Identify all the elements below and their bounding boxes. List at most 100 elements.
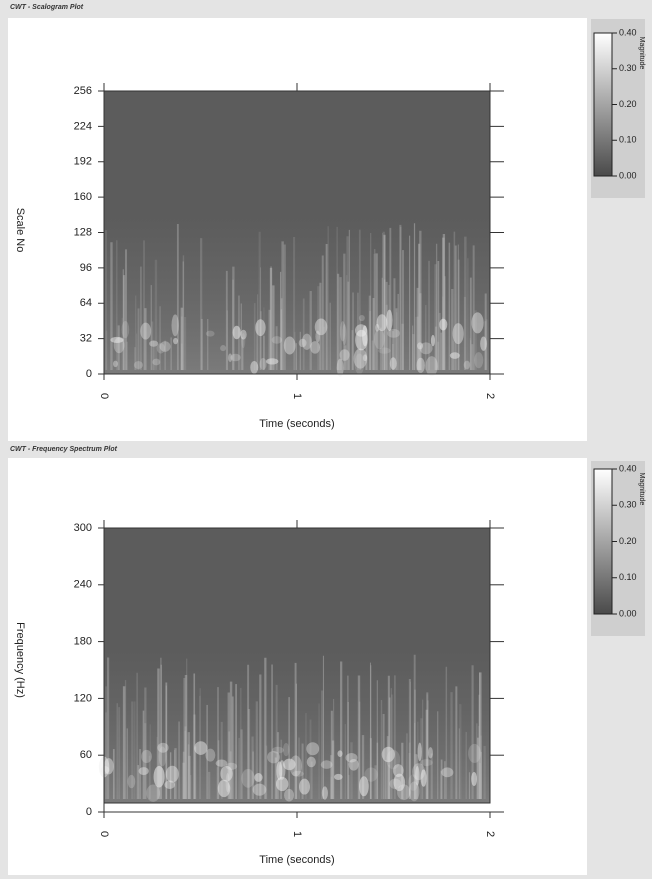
y-tick-label: 224 xyxy=(74,120,92,132)
heatmap-spot xyxy=(227,353,233,362)
heatmap-spot xyxy=(271,336,283,344)
heatmap-spot xyxy=(416,357,425,373)
colorbar-tick-label: 0.00 xyxy=(619,608,637,618)
y-tick-label: 256 xyxy=(74,85,92,97)
x-tick-label: 1 xyxy=(291,393,303,399)
heatmap-spot xyxy=(387,328,400,338)
heatmap-spot xyxy=(276,761,283,781)
y-tick-label: 128 xyxy=(74,226,92,238)
heatmap-spot xyxy=(337,750,343,757)
heatmap-spot xyxy=(386,749,401,770)
heatmap-spot xyxy=(314,318,328,336)
heatmap-spot xyxy=(282,743,290,757)
heatmap-spot xyxy=(284,788,295,802)
heatmap-spot xyxy=(320,760,333,769)
y-tick-label: 160 xyxy=(74,191,92,203)
heatmap-spot xyxy=(359,776,369,797)
heatmap-spot xyxy=(271,746,284,754)
heatmap-spot xyxy=(283,336,296,355)
y-tick-label: 60 xyxy=(80,749,92,761)
heatmap-spot xyxy=(306,742,320,756)
heatmap-spot xyxy=(393,773,406,792)
heatmap-spot xyxy=(283,758,296,771)
heatmap-spot xyxy=(171,314,179,337)
heatmap-spot xyxy=(354,353,365,375)
colorbar-tick-label: 0.30 xyxy=(619,500,637,510)
y-tick-label: 192 xyxy=(74,156,92,168)
heatmap-spot xyxy=(471,771,478,787)
heatmap-spot xyxy=(310,341,321,354)
heatmap-spot xyxy=(259,357,267,370)
y-tick-label: 0 xyxy=(86,806,92,818)
heatmap-spot xyxy=(468,743,481,763)
heatmap-spot xyxy=(173,337,179,345)
heatmap-spot xyxy=(255,319,266,337)
x-axis-label: Time (seconds) xyxy=(259,854,334,866)
y-tick-label: 120 xyxy=(74,692,92,704)
heatmap-spot xyxy=(153,765,165,788)
y-tick-label: 96 xyxy=(80,262,92,274)
colorbar-label: Magnitude xyxy=(638,473,645,506)
heatmap-spot xyxy=(275,776,289,792)
colorbar xyxy=(593,468,613,615)
heatmap-spot xyxy=(232,325,241,340)
heatmap-spot xyxy=(408,774,419,791)
heatmap-spot xyxy=(416,342,424,350)
heatmap-glow xyxy=(104,91,490,374)
heatmap-spot xyxy=(240,329,247,340)
heatmap-spot xyxy=(127,774,136,789)
heatmap-spot xyxy=(339,349,350,361)
heatmap-spot xyxy=(480,336,487,351)
heatmap-spot xyxy=(374,328,385,350)
heatmap-spot xyxy=(336,358,344,377)
colorbar xyxy=(593,32,613,177)
heatmap-spot xyxy=(389,357,397,370)
heatmap-spot xyxy=(386,309,393,331)
heatmap-spot xyxy=(157,742,169,753)
heatmap-spot xyxy=(241,769,255,788)
heatmap-spot xyxy=(354,324,368,337)
panel-title: CWT - Frequency Spectrum Plot xyxy=(10,446,118,453)
heatmap-spot xyxy=(420,769,427,787)
heatmap-spot xyxy=(420,759,433,767)
heatmap-spot xyxy=(315,330,321,343)
heatmap-spot xyxy=(138,767,149,776)
heatmap-spot xyxy=(342,324,347,346)
colorbar-tick-label: 0.40 xyxy=(619,27,637,37)
heatmap-spot xyxy=(156,343,166,354)
y-axis-label: Frequency (Hz) xyxy=(14,622,26,698)
heatmap-spot xyxy=(301,333,312,350)
heatmap-spot xyxy=(252,783,267,796)
heatmap-spot xyxy=(230,353,241,362)
heatmap-spot xyxy=(419,342,433,355)
heatmap-spot xyxy=(113,337,125,354)
panel-title: CWT - Scalogram Plot xyxy=(10,4,84,11)
y-tick-label: 0 xyxy=(86,368,92,380)
heatmap-spot xyxy=(133,361,144,369)
heatmap-spot xyxy=(220,345,227,352)
colorbar-tick-label: 0.20 xyxy=(619,99,637,109)
heatmap-spot xyxy=(408,781,420,802)
colorbar-tick-label: 0.00 xyxy=(619,170,637,180)
heatmap-spot xyxy=(205,330,215,337)
heatmap-spot xyxy=(392,764,404,777)
heatmap-spot xyxy=(321,786,328,800)
heatmap-spot xyxy=(474,352,484,369)
heatmap-spot xyxy=(355,329,368,351)
heatmap-spot xyxy=(165,765,179,783)
heatmap-spot xyxy=(430,334,435,347)
heatmap-spot xyxy=(298,338,307,348)
heatmap-spot xyxy=(364,767,378,782)
heatmap-spot xyxy=(306,756,316,768)
colorbar-tick-label: 0.20 xyxy=(619,536,637,546)
colorbar-tick-label: 0.40 xyxy=(619,463,637,473)
heatmap-spot xyxy=(439,318,448,331)
y-tick-label: 180 xyxy=(74,636,92,648)
heatmap-spot xyxy=(149,340,159,347)
heatmap-spot xyxy=(194,741,208,755)
heatmap-spot xyxy=(375,323,380,332)
heatmap-spot xyxy=(267,750,281,764)
heatmap-spot xyxy=(339,321,346,342)
colorbar-label: Magnitude xyxy=(638,37,645,70)
